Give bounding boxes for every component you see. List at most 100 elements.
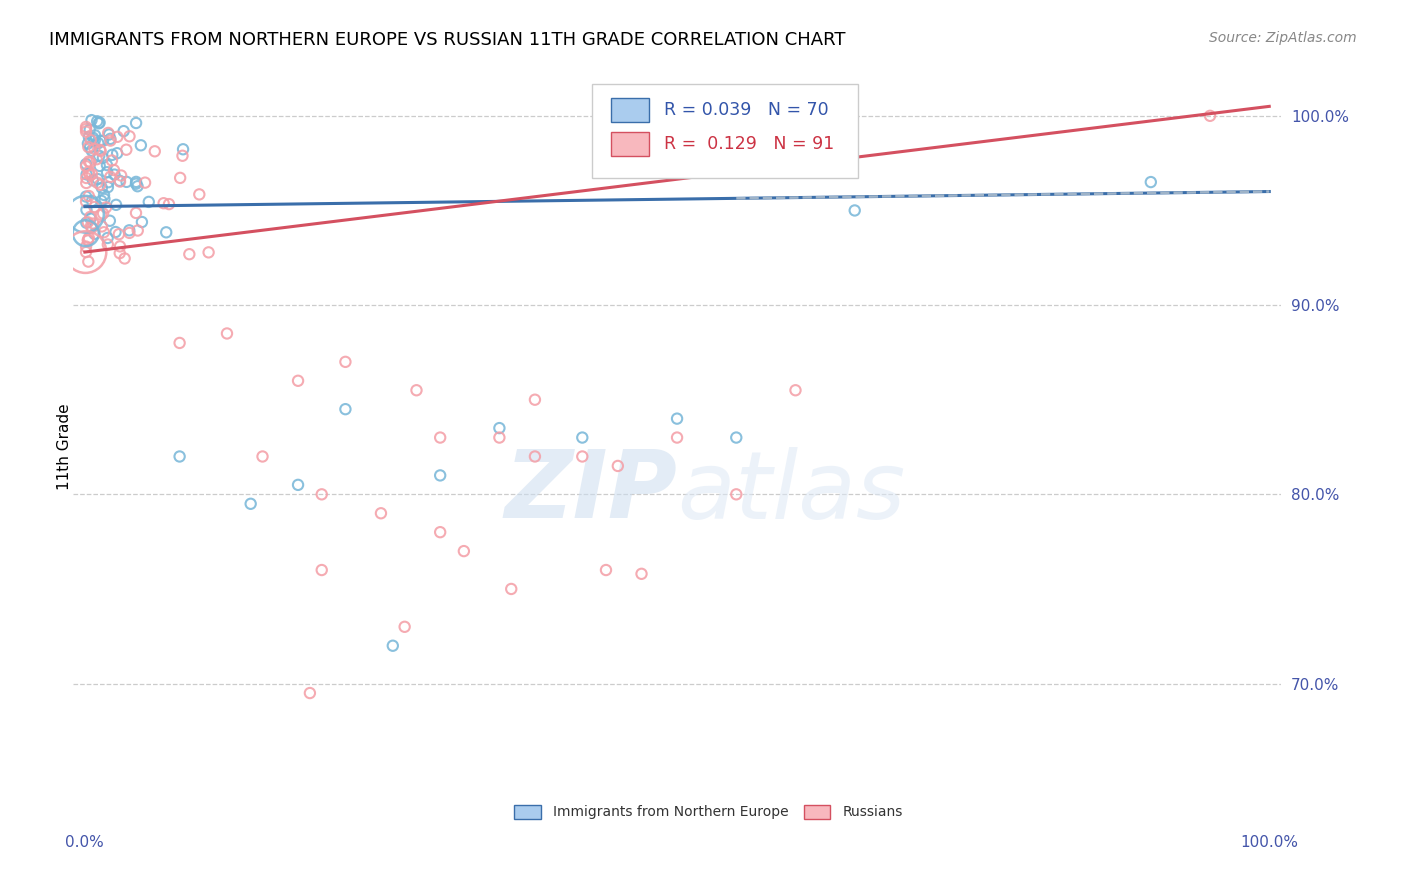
Bar [804,805,831,819]
Point [488,431,510,445]
Point [75,122,97,136]
Point [115,143,138,157]
Point [75,189,97,203]
Point [429,431,451,445]
Point [75,207,97,221]
Point [666,411,689,425]
Point [77,254,100,268]
Point [112,124,135,138]
Point [93,188,115,202]
Point [98,213,121,227]
Point [83,200,105,214]
Point [179,247,201,261]
Point [75,245,97,260]
Point [93,225,115,239]
Point [1140,175,1163,189]
Point [125,175,148,189]
Point [630,566,652,581]
Point [108,175,131,189]
Point [80,144,103,158]
Point [75,202,97,217]
Point [844,203,866,218]
Point [666,431,689,445]
Point [118,223,141,237]
Point [101,153,124,168]
Point [98,169,121,184]
Point [87,116,110,130]
Point [75,176,97,190]
Point [129,138,152,153]
Point [83,133,105,147]
Point [76,167,98,181]
Point [523,450,546,464]
Point [82,194,104,208]
Point [76,215,98,229]
Point [86,114,108,128]
Point [252,450,274,464]
Point [77,165,100,179]
Point [96,165,118,179]
Point [155,225,177,239]
Bar [610,98,650,122]
Point [94,201,117,215]
Point [103,168,125,182]
Text: atlas: atlas [678,447,905,538]
Point [91,151,114,165]
Point [606,458,628,473]
Point [90,219,112,234]
Point [89,149,111,163]
Point [370,506,392,520]
Point [381,639,404,653]
Point [571,431,593,445]
Point [131,215,153,229]
Point [169,170,191,185]
Point [91,134,114,148]
Point [75,216,97,230]
Point [169,450,191,464]
Point [114,252,136,266]
Point [405,383,427,397]
FancyBboxPatch shape [592,84,858,178]
Text: IMMIGRANTS FROM NORTHERN EUROPE VS RUSSIAN 11TH GRADE CORRELATION CHART: IMMIGRANTS FROM NORTHERN EUROPE VS RUSSI… [49,31,846,49]
Point [97,237,120,252]
Point [90,134,112,148]
Point [103,163,125,178]
Point [80,113,103,128]
Point [89,178,111,192]
Point [86,172,108,186]
Point [90,144,112,158]
Point [79,210,101,224]
Point [96,158,118,172]
Point [97,231,120,245]
Point [298,686,321,700]
Point [429,525,451,540]
Point [83,142,105,156]
Point [172,142,194,156]
Point [105,146,128,161]
Point [169,335,191,350]
Point [785,383,807,397]
Point [108,227,131,242]
Bar [515,805,540,819]
Point [75,226,97,240]
Text: ZIP: ZIP [505,446,678,539]
Point [134,176,156,190]
Point [287,478,309,492]
Point [98,128,121,142]
Bar [610,132,650,156]
Point [125,206,148,220]
Point [157,197,180,211]
Text: R =  0.129   N = 91: R = 0.129 N = 91 [664,136,834,153]
Point [453,544,475,558]
Text: Immigrants from Northern Europe: Immigrants from Northern Europe [553,805,789,819]
Point [197,245,219,260]
Point [97,175,120,189]
Text: Russians: Russians [842,805,903,819]
Text: Source: ZipAtlas.com: Source: ZipAtlas.com [1209,31,1357,45]
Point [138,194,160,209]
Point [725,431,748,445]
Point [89,115,111,129]
Point [77,231,100,245]
Point [91,206,114,220]
Point [98,132,121,146]
